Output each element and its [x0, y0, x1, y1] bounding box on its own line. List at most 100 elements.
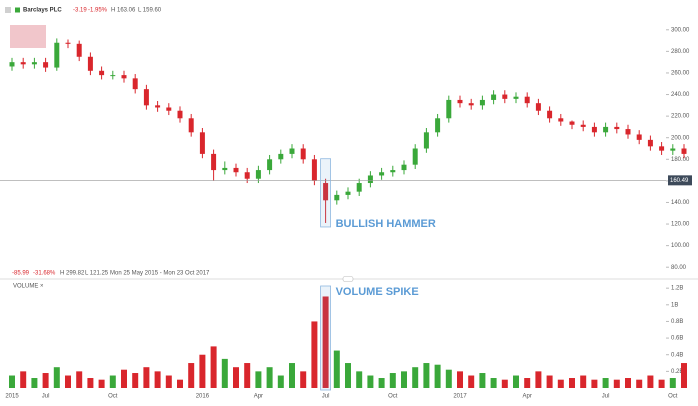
volume-bar	[177, 379, 183, 388]
candle-body	[435, 118, 441, 133]
candle-body	[513, 96, 519, 99]
footer-change: -85.99	[12, 271, 30, 277]
candle-body	[625, 129, 631, 135]
volume-bar	[289, 363, 295, 388]
y-tick-label: 240.00	[671, 92, 690, 98]
x-tick-label: Oct	[388, 394, 398, 400]
volume-bar	[98, 379, 105, 388]
panel-resize-handle[interactable]	[342, 276, 354, 282]
candle-body	[401, 164, 407, 171]
candle-body	[211, 153, 217, 171]
y-tick-label: 80.00	[671, 265, 687, 271]
candle-body	[20, 62, 26, 65]
volume-close[interactable]: ×	[40, 284, 44, 290]
volume-bar	[401, 371, 407, 388]
volume-bar	[311, 321, 318, 388]
candle-body	[121, 75, 127, 79]
volume-bar	[613, 379, 620, 388]
volume-bar	[9, 375, 15, 388]
candle-body	[87, 56, 93, 71]
volume-bar	[513, 375, 519, 388]
candle-body	[199, 132, 205, 154]
volume-bar	[109, 375, 116, 388]
y-tick-label: 180.00	[671, 157, 690, 163]
annotation-box	[320, 285, 332, 391]
volume-bar	[345, 363, 351, 388]
volume-bar	[412, 367, 419, 388]
candle-body	[491, 94, 497, 100]
y-tick-label: 1.2B	[671, 286, 683, 292]
volume-title: VOLUME	[13, 284, 38, 290]
candle-body	[547, 110, 553, 119]
candle-body	[323, 183, 329, 201]
x-tick-label: 2016	[196, 394, 210, 400]
candle-body	[188, 118, 194, 133]
volume-bar	[434, 364, 441, 388]
y-tick-label: 220.00	[671, 114, 690, 120]
candle-body	[636, 134, 642, 140]
candle-body	[255, 170, 261, 179]
menu-icon[interactable]	[5, 7, 11, 13]
status-square	[15, 7, 20, 13]
x-tick-label: 2017	[453, 394, 467, 400]
x-tick-label: Oct	[668, 394, 678, 400]
candle-body	[143, 89, 149, 106]
footer-high: H 299.82	[60, 271, 85, 277]
candle-body	[670, 148, 676, 151]
annotation: BULLISH HAMMER	[336, 218, 436, 230]
y-tick-label: 300.00	[671, 27, 690, 33]
volume-bar	[681, 363, 687, 388]
candle-body	[244, 172, 250, 179]
volume-bar	[535, 371, 542, 388]
candle-body	[558, 118, 564, 122]
candle-body	[614, 126, 620, 130]
volume-bar	[569, 378, 575, 388]
blurred-logo	[10, 25, 46, 48]
volume-bar	[468, 375, 475, 388]
volume-bar	[65, 375, 71, 388]
volume-bar	[636, 379, 643, 388]
candle-body	[76, 43, 82, 57]
candle-body	[54, 42, 60, 68]
candle-body	[300, 148, 306, 160]
candle-body	[659, 146, 665, 151]
candle-body	[390, 170, 396, 173]
volume-bar	[591, 379, 598, 388]
candle-body	[31, 62, 37, 65]
x-tick-label: Jul	[42, 394, 50, 400]
candle-body	[43, 62, 49, 68]
y-tick-label: 140.00	[671, 200, 690, 206]
header-change-pct: -1.95%	[88, 8, 108, 14]
candle-body	[647, 139, 653, 147]
footer-low: L 121.25	[85, 271, 109, 277]
x-tick-label: Oct	[108, 394, 118, 400]
candle-body	[9, 62, 15, 67]
volume-bar	[524, 378, 531, 388]
volume-bar	[580, 375, 587, 388]
volume-bar	[378, 378, 385, 388]
y-tick-label: 0.6B	[671, 336, 683, 342]
candle-body	[580, 124, 586, 127]
volume-bar	[210, 346, 217, 388]
instrument-title[interactable]: Barclays PLC	[23, 8, 62, 14]
volume-bar	[625, 378, 631, 388]
candle-body	[412, 148, 418, 165]
y-tick-label: 100.00	[671, 243, 690, 249]
candle-body	[289, 148, 295, 154]
volume-bar	[557, 379, 564, 388]
y-tick-label: 0.4B	[671, 352, 683, 358]
volume-bar	[389, 373, 396, 388]
volume-bar	[233, 367, 239, 388]
last-price-box	[668, 175, 692, 186]
volume-bar	[423, 363, 430, 388]
volume-bar	[143, 367, 150, 388]
candle-body	[502, 94, 508, 99]
volume-bar	[445, 369, 452, 388]
volume-bar	[154, 371, 161, 388]
candle-body	[524, 96, 530, 104]
y-tick-label: 0.8B	[671, 319, 683, 325]
header-low: L 159.60	[138, 8, 162, 14]
candle-body	[423, 132, 429, 149]
y-tick-label: 0.2B	[671, 369, 683, 375]
